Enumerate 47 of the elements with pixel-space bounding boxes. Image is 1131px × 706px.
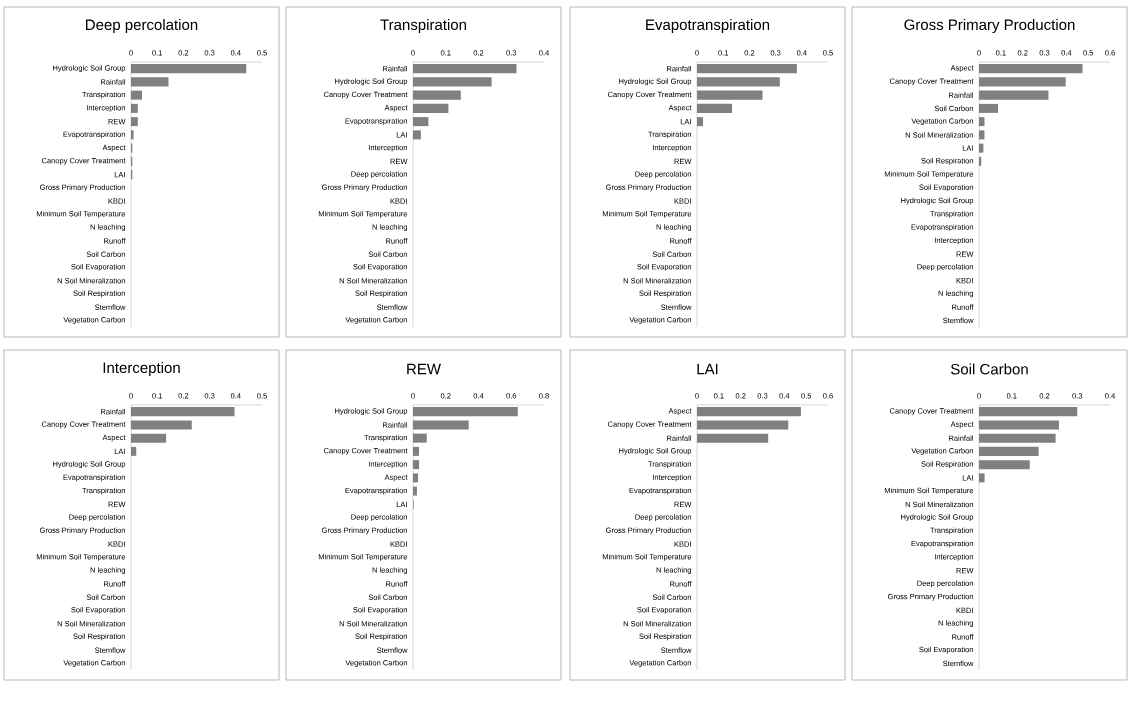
bar [697,407,801,417]
bar [131,64,247,74]
bar [697,90,763,100]
bar [979,103,999,113]
bar [413,486,417,496]
bar [979,143,984,153]
bar [413,103,449,113]
bar [131,117,138,127]
bar [413,77,492,87]
bar [413,64,517,74]
bar [131,446,137,456]
bar [413,446,420,456]
bar [413,433,427,443]
bar [979,77,1066,87]
bar [413,130,421,140]
bar [697,420,789,430]
bar [979,407,1078,417]
bar [979,473,985,483]
bar [131,77,169,87]
bar [979,460,1030,470]
bar [697,77,780,87]
bar [697,433,769,443]
bar [413,420,469,430]
bar [697,117,704,127]
bar [979,156,982,166]
bar [131,420,192,430]
bar [979,117,985,127]
bar [979,64,1083,74]
bar [131,103,138,113]
chart-title: REW [407,363,441,375]
bar [413,117,429,127]
bar [413,90,461,100]
bar [131,433,167,443]
bar [979,90,1049,100]
bar [979,130,985,140]
bar [697,103,733,113]
bar [131,90,142,100]
bar [413,473,419,483]
bar [131,407,235,417]
bar [979,446,1039,456]
bar [413,407,518,417]
bar [979,433,1056,443]
bar [413,460,420,470]
bar [131,130,134,140]
bar [979,420,1059,430]
bar [697,64,797,74]
chart-title: LAI [697,363,718,375]
